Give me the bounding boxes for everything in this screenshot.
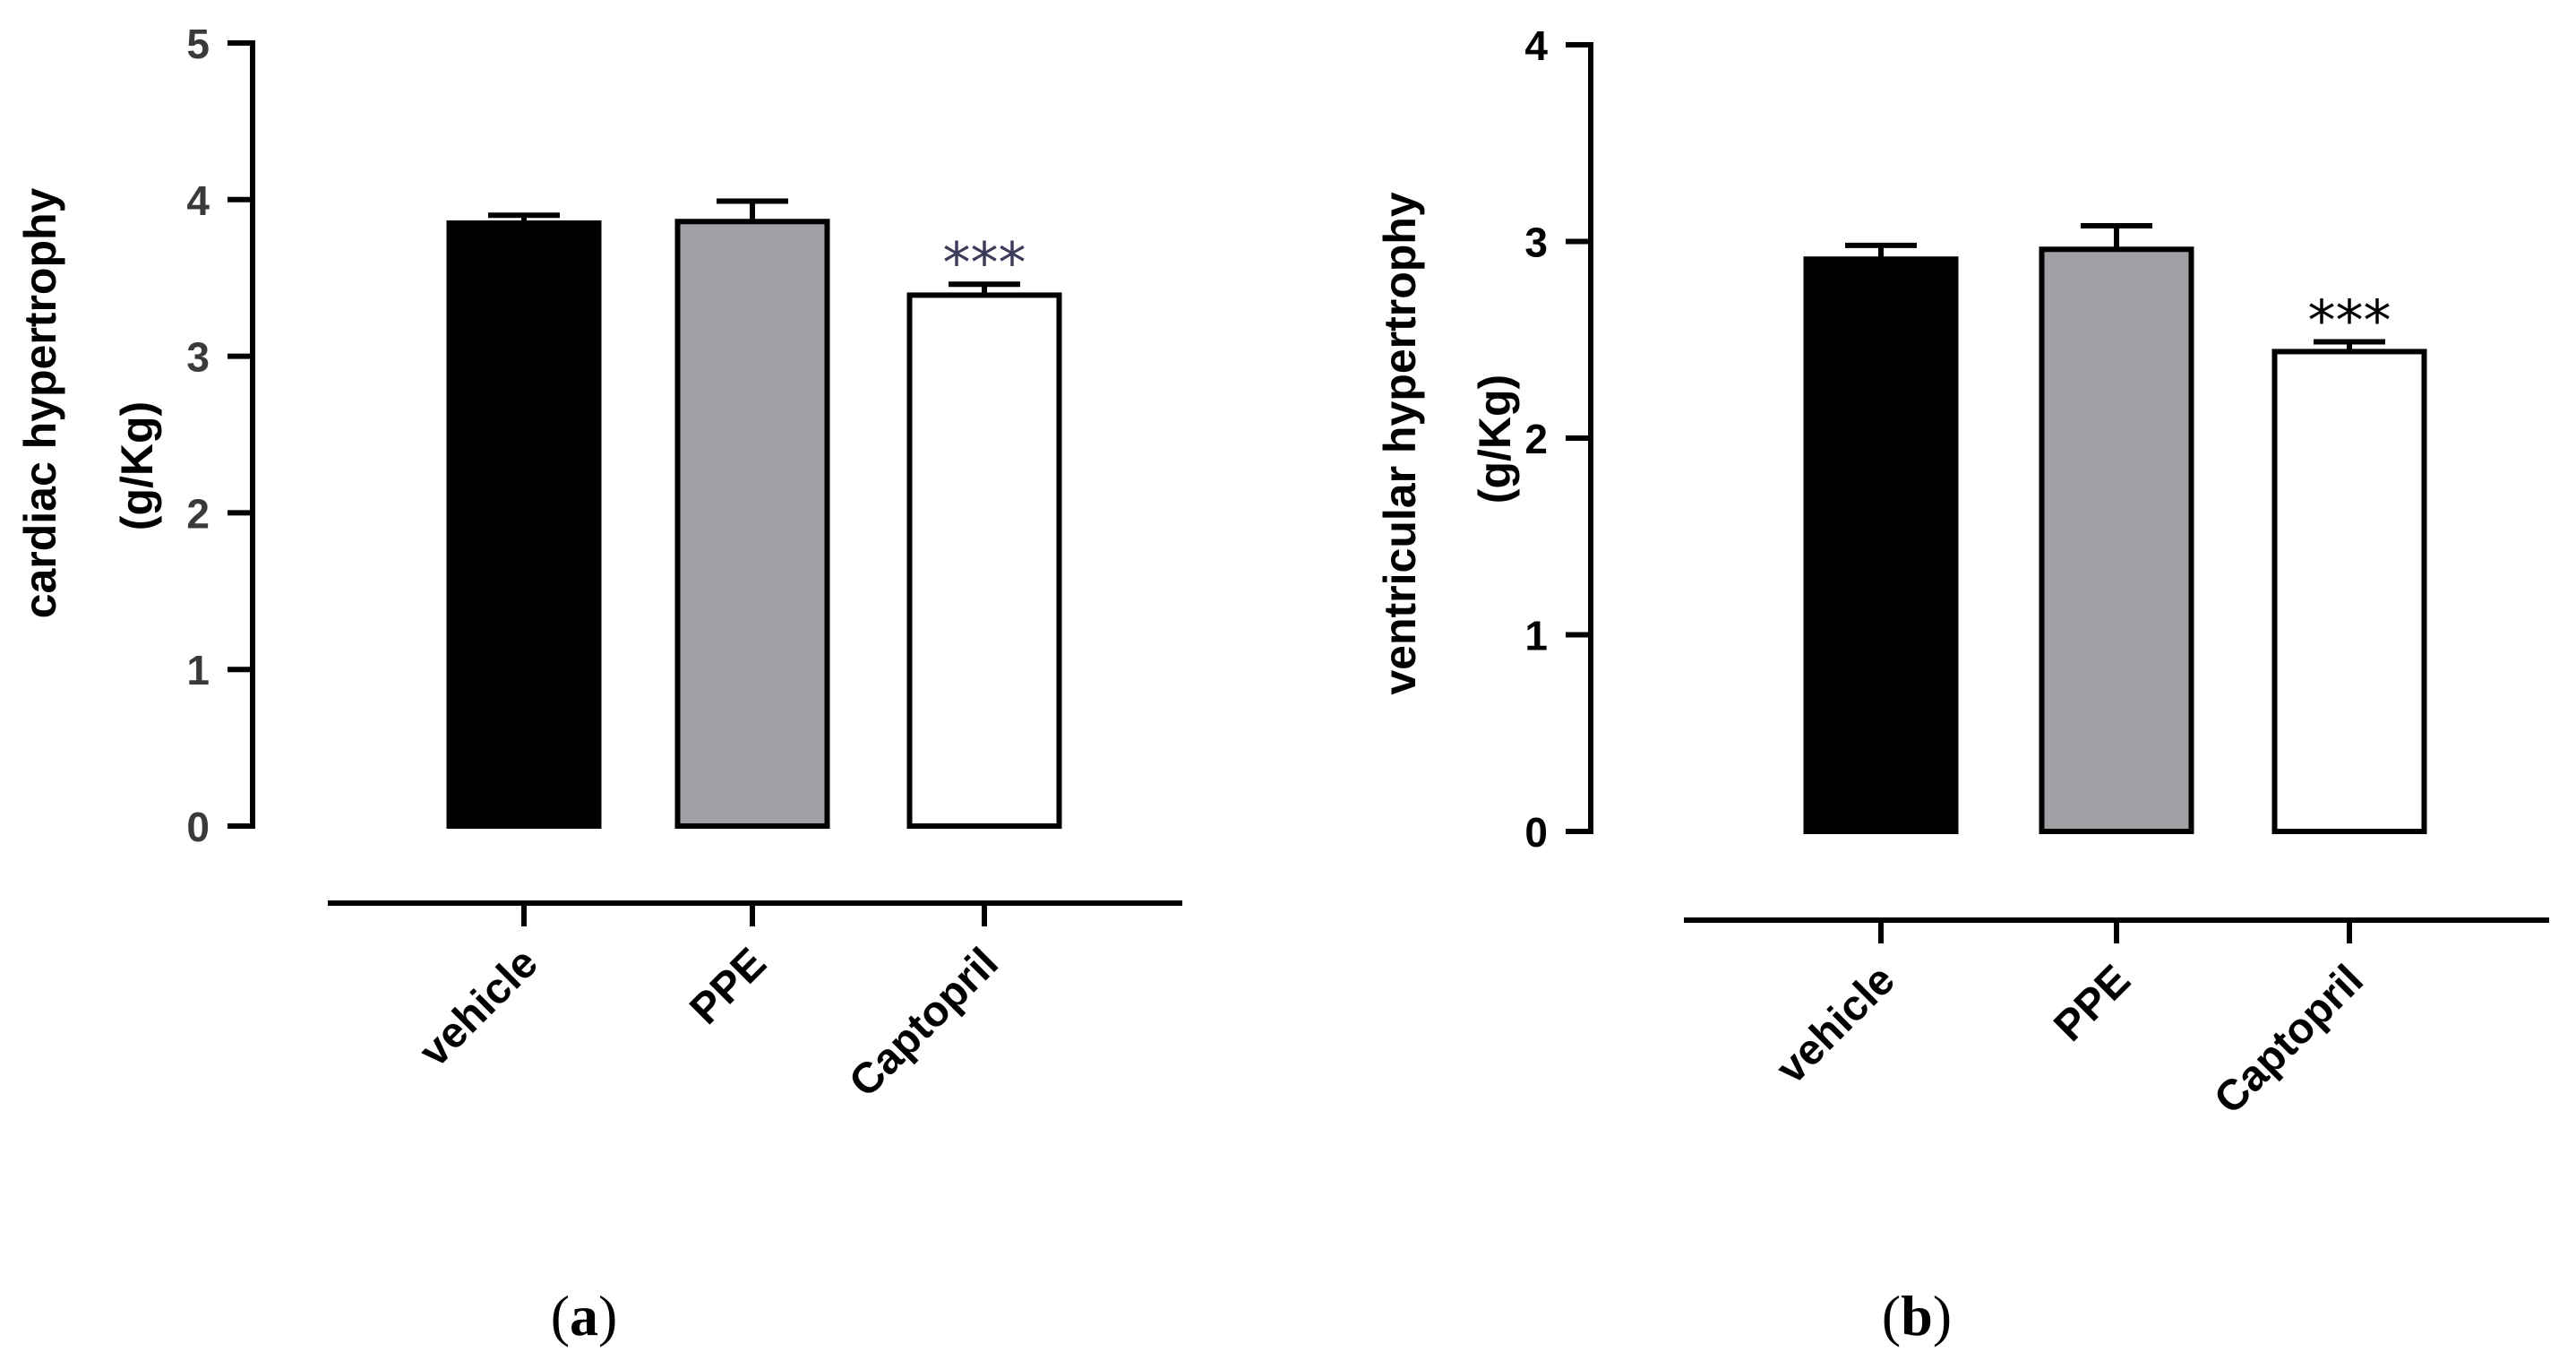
panel-a-ylabel-line2: (g/Kg): [112, 401, 162, 530]
panel-a-label: (a): [551, 1284, 618, 1347]
panel-a-ytick-label-4: 4: [186, 177, 210, 224]
panel-a-ytick-label-0: 0: [186, 804, 210, 850]
panel-b-category-label-Captopril: Captopril: [2205, 956, 2372, 1123]
panel-b-category-label-PPE: PPE: [2045, 956, 2139, 1050]
panel-a-ylabel-line1: cardiac hypertrophy: [15, 187, 65, 618]
panel-b-ytick-label-1: 1: [1524, 613, 1548, 659]
panel-a-category-label-Captopril: Captopril: [840, 939, 1007, 1106]
panel-b-bars: ***: [1803, 222, 2427, 835]
panel-a-ytick-label-1: 1: [186, 647, 210, 693]
panel-a-ytick-label-2: 2: [186, 490, 210, 537]
panel-a-category-label-vehicle: vehicle: [410, 939, 547, 1076]
panel-b-label: (b): [1882, 1284, 1952, 1347]
panel-b-bar-vehicle: [1803, 256, 1959, 834]
panel-b-ytick-label-4: 4: [1524, 22, 1548, 69]
panel-b-ytick-label-3: 3: [1524, 220, 1548, 266]
panel-b-ylabel-line2: (g/Kg): [1470, 375, 1520, 504]
panel-a-ytick-label-5: 5: [186, 21, 210, 67]
panel-a-ytick-label-3: 3: [186, 334, 210, 381]
panel-b-bar-PPE: [2039, 246, 2194, 834]
panel-b-category-label-vehicle: vehicle: [1767, 956, 1904, 1093]
panel-a-bars: ***: [446, 198, 1062, 830]
panel-b-bar-Captopril: [2271, 349, 2427, 835]
panel-b-significance-Captopril: ***: [2308, 288, 2391, 353]
panel-a-chart: *** 0 1 2 3 4 5 vehicle PPE Captopril cardiac hy…: [15, 21, 1182, 1347]
panel-b-chart: *** 0 1 2 3 4 vehicle PPE Captopril ventricular…: [1375, 22, 2549, 1347]
panel-a-bar-Captopril: [906, 292, 1062, 830]
panel-b-ylabel-line1: ventricular hypertrophy: [1375, 192, 1425, 694]
panel-b-ytick-label-2: 2: [1524, 416, 1548, 462]
panel-a-bar-vehicle: [446, 220, 602, 829]
panel-a-bar-PPE: [674, 219, 830, 830]
panel-a-significance-Captopril: ***: [943, 230, 1026, 296]
panel-a-category-label-PPE: PPE: [681, 939, 775, 1033]
panel-b-ytick-label-0: 0: [1524, 809, 1548, 856]
